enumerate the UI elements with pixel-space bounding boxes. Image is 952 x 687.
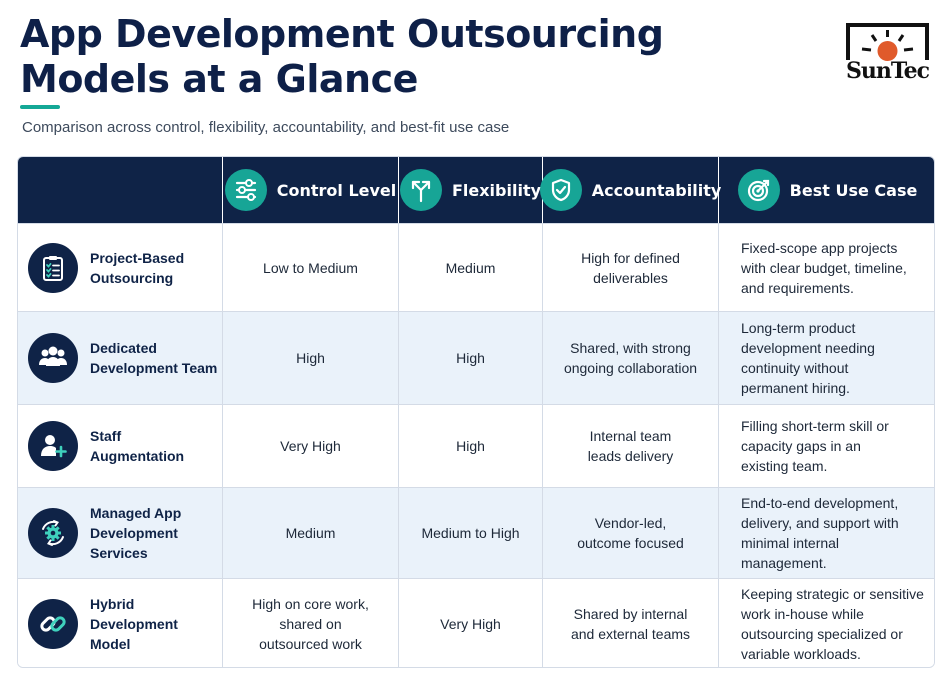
table-row: Project-Based Outsourcing Low to Medium M… [18, 223, 934, 311]
model-name: Project-Based Outsourcing [90, 249, 185, 286]
accountability-cell: Vendor-led, outcome focused [542, 488, 718, 578]
model-cell: Hybrid Development Model [18, 579, 222, 667]
model-name: Dedicated Development Team [90, 340, 218, 376]
header-model-cell [18, 157, 222, 223]
best-use-cell: Filling short-term skill or capacity gaps… [718, 405, 934, 487]
table-row: Staff Augmentation Very High High Interna… [18, 404, 934, 487]
user-add-icon [28, 421, 78, 471]
title-accent-rule [20, 105, 60, 109]
header-label: Best Use Case [789, 180, 918, 200]
best-use-cell: Fixed-scope app projects with clear budge… [718, 224, 934, 311]
clipboard-checklist-icon [28, 242, 78, 293]
page-title: App Development Outsourcing Models at a … [20, 12, 720, 102]
title-line-2: Models at a Glance [20, 57, 418, 101]
header-control-level: Control Level [222, 157, 398, 223]
accountability-cell: Shared by internal and external teams [542, 579, 718, 667]
flexibility-cell: High [398, 312, 542, 404]
split-arrows-icon [399, 169, 442, 211]
sun-icon [846, 23, 929, 61]
model-cell: Dedicated Development Team [18, 312, 222, 404]
comparison-table: Control Level Flexibility Accoun [17, 156, 935, 668]
page-subtitle: Comparison across control, flexibility, … [22, 119, 510, 136]
header-label: Flexibility [451, 180, 542, 200]
sliders-icon [224, 169, 267, 211]
gear-cycle-icon [28, 508, 78, 558]
flexibility-cell: Medium to High [398, 488, 542, 578]
control-cell: High on core work, shared on outsourced wo… [222, 579, 398, 667]
flexibility-cell: Medium [398, 224, 542, 311]
control-cell: Low to Medium [222, 224, 398, 311]
accountability-cell: Internal team leads delivery [542, 405, 718, 487]
model-name: Staff Augmentation [90, 428, 185, 464]
header-accountability: Accountability [539, 157, 721, 223]
accountability-cell: High for defined deliverables [542, 224, 718, 311]
target-icon [737, 169, 780, 211]
model-name: Hybrid Development Model [90, 596, 178, 652]
best-use-cell: End-to-end development, delivery, and sup… [718, 488, 934, 578]
title-line-1: App Development Outsourcing [20, 12, 664, 56]
header-label: Control Level [276, 180, 397, 200]
header-flexibility: Flexibility [398, 157, 542, 223]
header-best-use-case: Best Use Case [718, 157, 934, 223]
team-icon [28, 333, 78, 383]
best-use-cell: Long-term product development needing cont… [718, 312, 934, 404]
model-cell: Staff Augmentation [18, 405, 222, 487]
header-label: Accountability [591, 180, 722, 200]
shield-check-icon [539, 169, 582, 211]
flexibility-cell: Very High [398, 579, 542, 667]
accountability-cell: Shared, with strong ongoing collaboration [542, 312, 718, 404]
model-name: Managed App Development Services [90, 505, 182, 561]
best-use-cell: Keeping strategic or sensitive work in-ho… [718, 579, 934, 667]
chain-link-icon [28, 599, 78, 649]
model-cell: Project-Based Outsourcing [18, 224, 222, 311]
table-row: Hybrid Development Model High on core work… [18, 578, 934, 667]
table-row: Dedicated Development Team High High Shar… [18, 311, 934, 404]
control-cell: Medium [222, 488, 398, 578]
suntec-logo: SunTec [845, 22, 930, 86]
control-cell: Very High [222, 405, 398, 487]
table-row: Managed App Development Services Medium Me… [18, 487, 934, 578]
flexibility-cell: High [398, 405, 542, 487]
logo-wordmark: SunTec [845, 58, 930, 84]
table-header-row: Control Level Flexibility Accoun [18, 157, 934, 223]
control-cell: High [222, 312, 398, 404]
model-cell: Managed App Development Services [18, 488, 222, 578]
